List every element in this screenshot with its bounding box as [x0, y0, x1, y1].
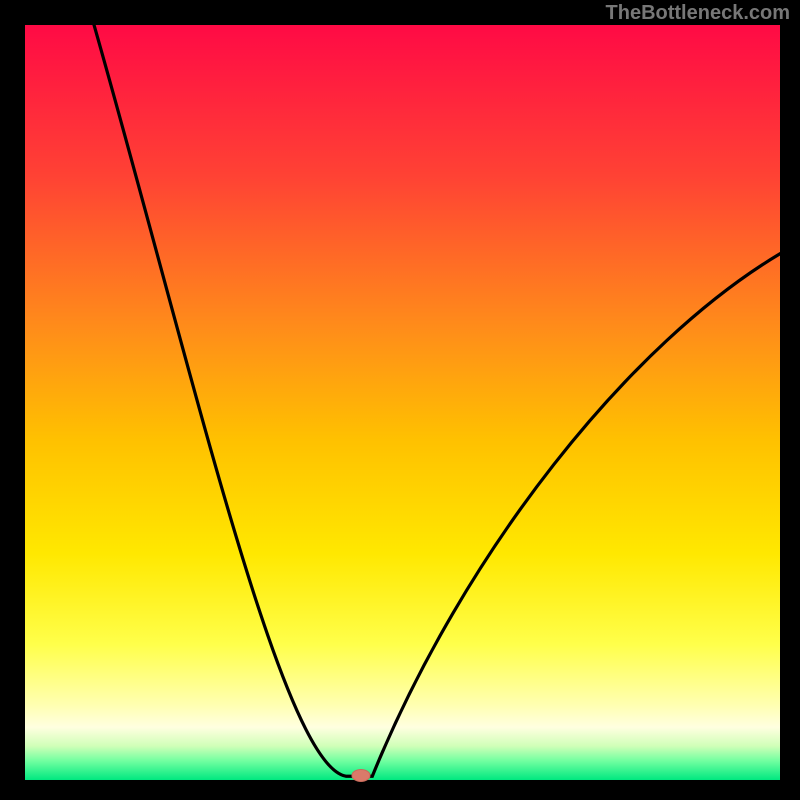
bottleneck-chart	[0, 0, 800, 800]
watermark-text: TheBottleneck.com	[606, 2, 790, 25]
chart-container: TheBottleneck.com	[0, 0, 800, 800]
plot-background	[25, 25, 780, 780]
optimal-marker	[352, 769, 370, 781]
